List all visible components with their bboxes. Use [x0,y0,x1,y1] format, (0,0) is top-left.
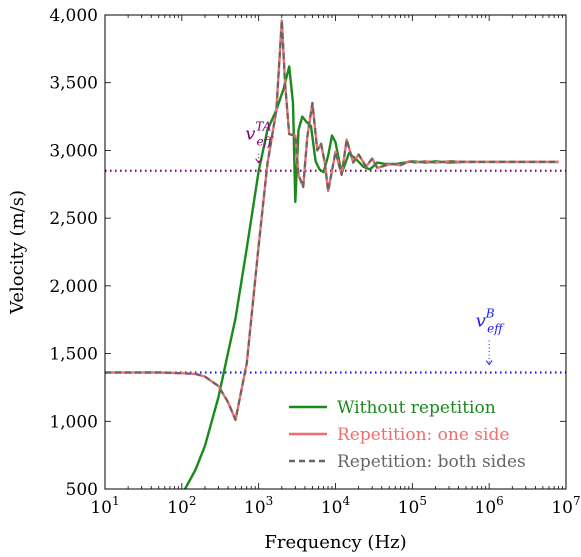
legend-entry-3: Repetition: both sides [289,452,526,472]
reference-arrowhead [485,360,493,366]
x-tick-label: 102 [167,494,196,518]
y-tick-label: 3,000 [49,141,98,161]
y-tick-label: 2,500 [49,209,98,229]
y-axis-label: Velocity (m/s) [7,190,28,315]
reference-label-text: vTA eff [245,120,274,149]
x-tick-label: 104 [321,494,351,518]
y-tick-label: 1,000 [49,412,98,432]
legend-entry-2: Repetition: one side [289,425,509,445]
legend-label: Repetition: both sides [337,452,526,472]
legend-label: Repetition: one side [337,425,509,445]
legend: Without repetition Repetition: one side Re… [289,398,526,472]
reference-lines [105,169,566,374]
plot-frame [104,14,567,490]
y-tick-label: 4,000 [49,6,98,26]
reference-label-2: vB eff [476,306,506,366]
y-tick-label: 1,500 [49,345,98,365]
x-tick-label: 101 [90,494,119,518]
reference-annotations: vTA eff vB eff [245,120,506,366]
x-tick-label: 106 [475,494,504,518]
reference-arrowhead [255,158,263,164]
series-line-3 [105,19,559,421]
y-tick-label: 2,000 [49,277,98,297]
reference-label-1: vTA eff [245,120,275,164]
x-axis-label: Frequency (Hz) [264,532,406,553]
series-line-2 [105,19,559,422]
axes: 101 102 103 104 105 106 107 500 1,000 1,500 2,000 2… [49,6,580,518]
legend-label: Without repetition [337,398,496,418]
legend-entry-1: Without repetition [289,398,496,418]
x-tick-label: 103 [244,494,273,518]
x-tick-label: 105 [398,494,427,518]
y-tick-label: 3,500 [49,74,98,94]
series-lines [105,19,559,489]
x-tick-label: 107 [551,494,580,518]
reference-label-text: vB eff [476,306,506,335]
y-tick-label: 500 [66,480,98,500]
